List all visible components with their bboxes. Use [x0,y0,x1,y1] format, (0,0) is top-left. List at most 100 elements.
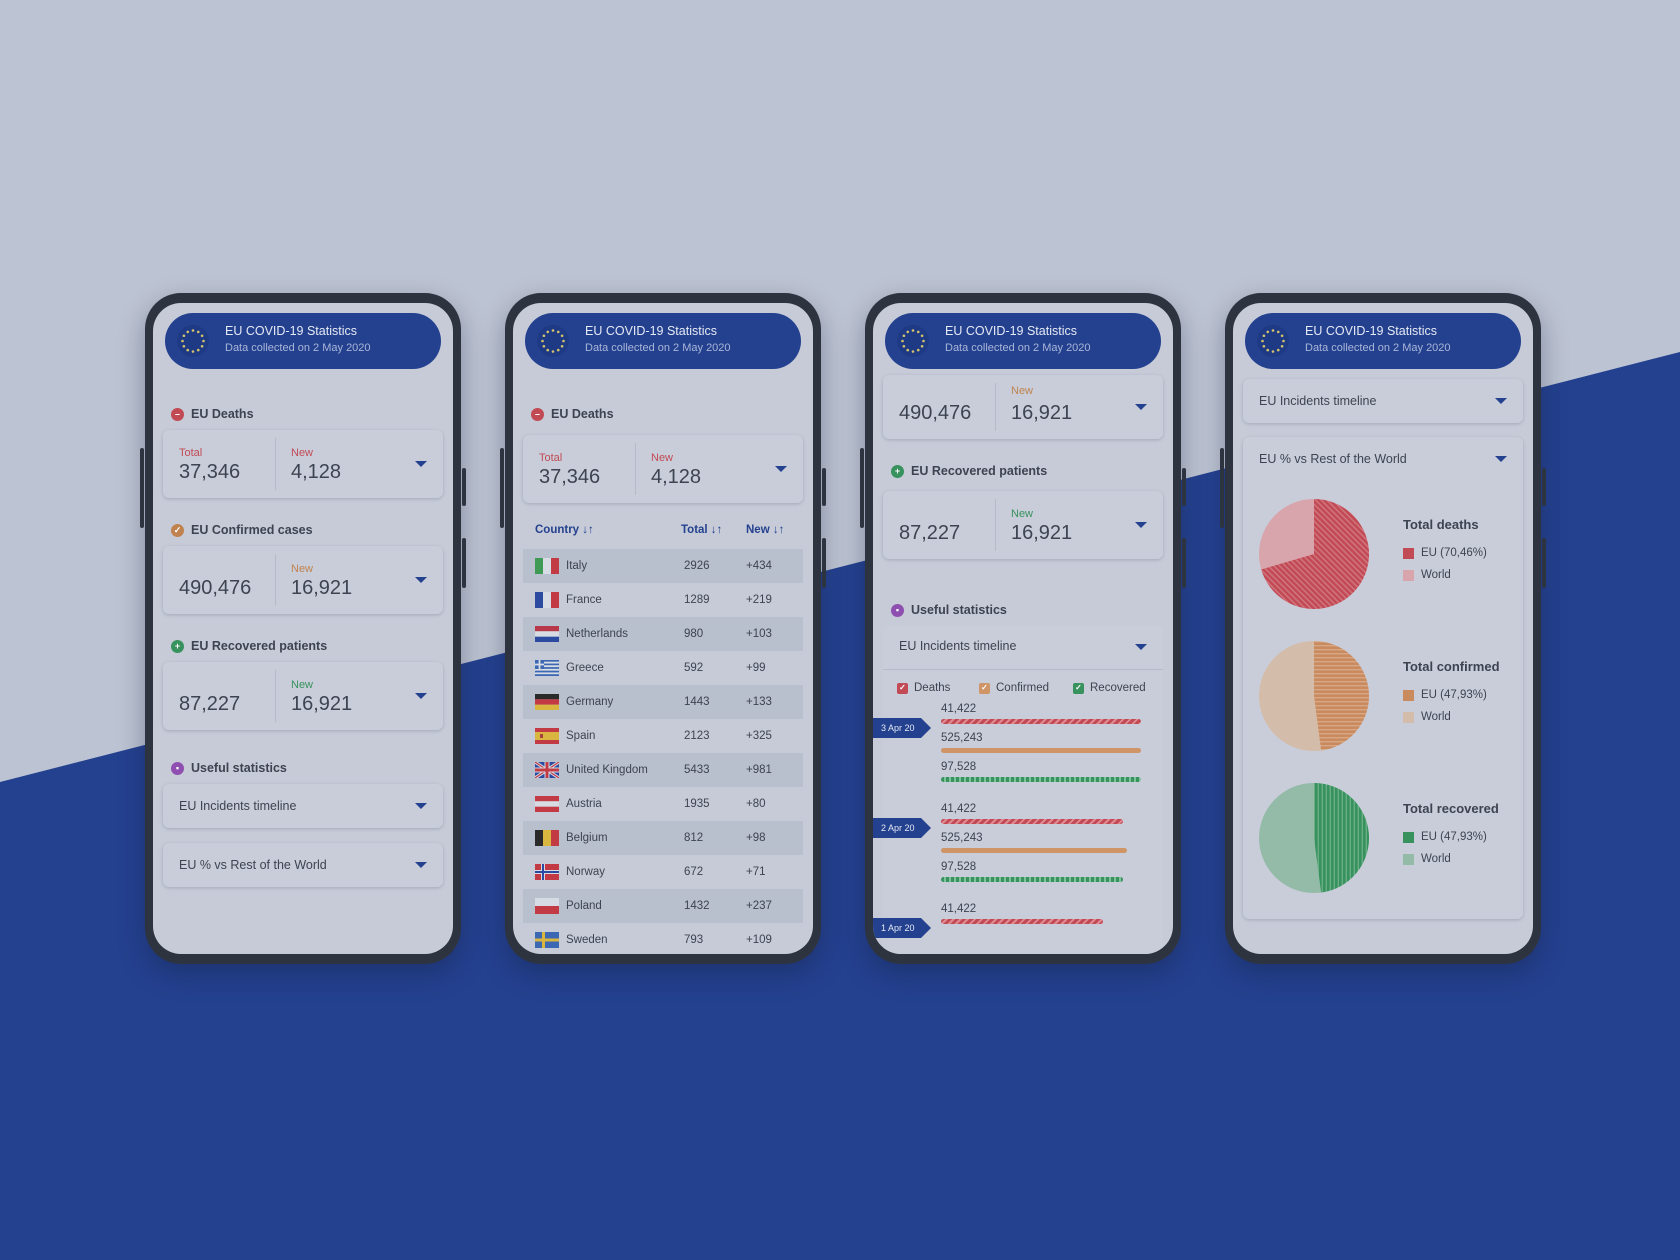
country-cell: Italy [566,560,588,572]
deaths-card[interactable]: Total 37,346 New 4,128 [163,430,443,498]
total-cell: 812 [684,832,704,844]
deaths-bar [941,919,1103,924]
chart-icon: ▪ [891,603,904,617]
eu-stars-icon [897,325,929,357]
legend-swatch [1403,831,1414,843]
legend-deaths[interactable]: ✓ Deaths [897,682,950,694]
chevron-down-icon[interactable] [415,461,427,467]
table-row[interactable]: Greece 592 +99 [523,651,803,685]
checkbox-icon[interactable]: ✓ [979,682,990,694]
check-icon: ✓ [171,523,184,537]
table-row[interactable]: Netherlands 980 +103 [523,617,803,651]
table-row[interactable]: United Kingdom 5433 +981 [523,753,803,787]
new-label: New [1011,508,1034,520]
chevron-down-icon[interactable] [1135,522,1147,528]
country-column-header[interactable]: Country ↓↑ [535,524,594,536]
app-title: EU COVID-19 Statistics [1305,324,1437,338]
section-eu-recovered: + EU Recovered patients [891,464,1047,478]
section-title: Useful statistics [911,603,1007,617]
chevron-down-icon[interactable] [415,803,427,809]
legend-label: Recovered [1090,682,1146,694]
legend-confirmed[interactable]: ✓ Confirmed [979,682,1049,694]
country-cell: Austria [566,798,602,810]
confirmed-card[interactable]: 490,476 New 16,921 [883,375,1163,439]
table-row[interactable]: Sweden 793 +109 [523,923,803,954]
app-header: EU COVID-19 Statistics Data collected on… [885,313,1161,369]
eu-vs-world-panel: EU % vs Rest of the World Total deaths EU… [1243,437,1523,919]
deaths-card[interactable]: Total 37,346 New 4,128 [523,435,803,503]
table-row[interactable]: France 1289 +219 [523,583,803,617]
timeline-dropdown[interactable]: EU Incidents timeline [1243,379,1523,423]
recovered-card[interactable]: 87,227 New 16,921 [163,662,443,730]
legend-swatch [1403,547,1414,559]
chevron-up-icon[interactable] [775,466,787,472]
chevron-down-icon[interactable] [1135,404,1147,410]
total-cell: 592 [684,662,704,674]
minus-icon: – [171,407,184,421]
total-cell: 2123 [684,730,710,742]
recovered-bar [941,777,1141,782]
recovered-bar [941,877,1123,882]
divider [275,554,276,606]
chevron-down-icon[interactable] [415,577,427,583]
new-cell: +434 [746,560,772,572]
eu-stars-icon [1257,325,1289,357]
country-cell: Spain [566,730,596,742]
app-subtitle: Data collected on 2 May 2020 [1305,342,1451,354]
app-title: EU COVID-19 Statistics [945,324,1077,338]
confirmed-count: 525,243 [941,832,983,844]
dropdown-label: EU Incidents timeline [1259,394,1377,408]
legend-recovered[interactable]: ✓ Recovered [1073,682,1146,694]
legend-label: World [1421,853,1451,865]
timeline-dropdown[interactable]: EU Incidents timeline [163,784,443,828]
screen: EU COVID-19 Statistics Data collected on… [1233,303,1533,954]
legend-label: EU (47,93%) [1421,831,1487,843]
poland-flag-icon [535,898,559,914]
chevron-down-icon[interactable] [415,693,427,699]
eu-slice [1261,499,1369,609]
divider [995,499,996,551]
greece-flag-icon [535,660,559,676]
new-cell: +109 [746,934,772,946]
france-flag-icon [535,592,559,608]
country-cell: Belgium [566,832,608,844]
total-column-header[interactable]: Total ↓↑ [681,524,723,536]
section-title: EU Confirmed cases [191,523,313,537]
chevron-down-icon[interactable] [1135,644,1147,650]
section-eu-recovered: + EU Recovered patients [171,639,327,653]
confirmed-card[interactable]: 490,476 New 16,921 [163,546,443,614]
table-row[interactable]: Poland 1432 +237 [523,889,803,923]
legend-label: World [1421,569,1451,581]
new-column-header[interactable]: New ↓↑ [746,524,785,536]
table-row[interactable]: Italy 2926 +434 [523,549,803,583]
new-label: New [1011,385,1034,397]
legend-label: World [1421,711,1451,723]
table-row[interactable]: Belgium 812 +98 [523,821,803,855]
deaths-count: 41,422 [941,903,977,915]
dropdown-label: EU % vs Rest of the World [1259,452,1407,466]
chevron-down-icon[interactable] [1495,398,1507,404]
new-label: New [291,563,314,575]
checkbox-icon[interactable]: ✓ [1073,682,1084,694]
recovered-count: 97,528 [941,761,977,773]
total-value: 37,346 [179,461,241,483]
recovered-card[interactable]: 87,227 New 16,921 [883,491,1163,559]
new-value: 16,921 [291,577,353,599]
table-row[interactable]: Spain 2123 +325 [523,719,803,753]
timeline-panel: EU Incidents timeline [883,625,1163,954]
table-row[interactable]: Austria 1935 +80 [523,787,803,821]
checkbox-icon[interactable]: ✓ [897,682,908,694]
chevron-down-icon[interactable] [415,862,427,868]
new-cell: +99 [746,662,766,674]
app-subtitle: Data collected on 2 May 2020 [225,342,371,354]
eu-vs-world-dropdown[interactable]: EU % vs Rest of the World [163,843,443,887]
new-cell: +80 [746,798,766,810]
phone-overview: EU COVID-19 Statistics Data collected on… [140,293,466,964]
table-row[interactable]: Norway 672 +71 [523,855,803,889]
app-title: EU COVID-19 Statistics [585,324,717,338]
table-row[interactable]: Germany 1443 +133 [523,685,803,719]
confirmed-bar [941,748,1141,753]
pie-title: Total confirmed [1403,659,1500,674]
phone-country-table: EU COVID-19 Statistics Data collected on… [500,293,826,964]
chevron-up-icon[interactable] [1495,456,1507,462]
